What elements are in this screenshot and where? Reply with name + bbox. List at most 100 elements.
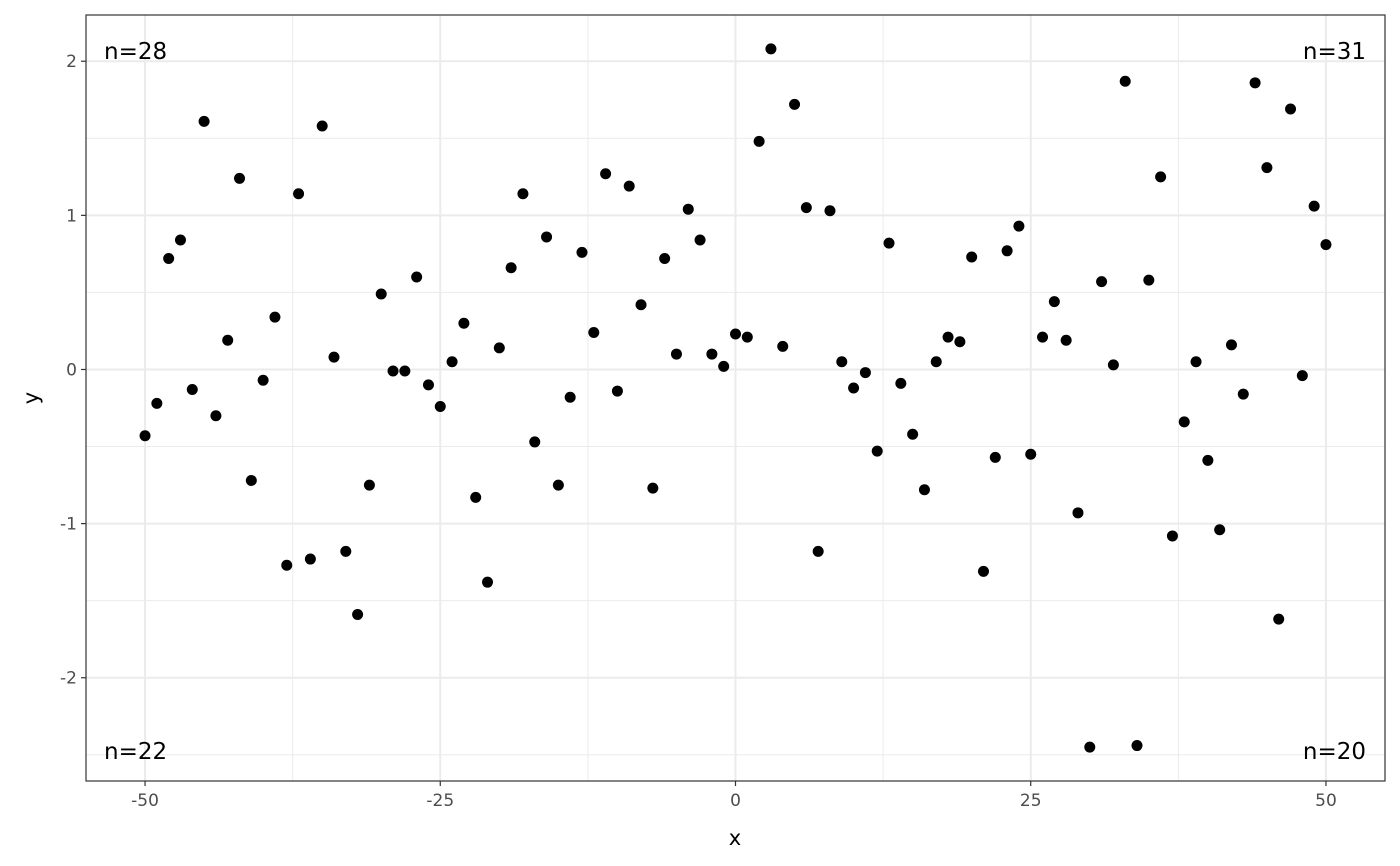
data-point bbox=[765, 43, 777, 55]
data-point bbox=[564, 391, 576, 403]
data-point bbox=[1096, 276, 1108, 288]
data-point bbox=[942, 331, 954, 343]
data-point bbox=[399, 365, 411, 377]
data-point bbox=[293, 188, 305, 200]
data-point bbox=[482, 576, 494, 588]
data-point bbox=[907, 428, 919, 440]
data-point bbox=[753, 135, 765, 147]
data-point bbox=[1001, 245, 1013, 257]
data-point bbox=[918, 484, 930, 496]
data-point bbox=[340, 545, 352, 557]
data-point bbox=[446, 356, 458, 368]
data-point bbox=[1166, 530, 1178, 542]
data-point bbox=[1249, 77, 1261, 89]
data-point bbox=[151, 397, 163, 409]
data-point bbox=[800, 202, 812, 214]
data-point bbox=[1296, 370, 1308, 382]
data-point bbox=[789, 98, 801, 110]
data-point bbox=[222, 334, 234, 346]
data-point bbox=[1202, 454, 1214, 466]
data-point bbox=[1190, 356, 1202, 368]
data-point bbox=[836, 356, 848, 368]
data-point bbox=[210, 410, 222, 422]
data-point bbox=[434, 400, 446, 412]
data-point bbox=[694, 234, 706, 246]
data-point bbox=[1225, 339, 1237, 351]
data-point bbox=[493, 342, 505, 354]
data-point bbox=[139, 430, 151, 442]
data-point bbox=[930, 356, 942, 368]
data-point bbox=[600, 168, 612, 180]
data-point bbox=[670, 348, 682, 360]
data-point bbox=[411, 271, 423, 283]
annotation-bottom-right: n=20 bbox=[1303, 739, 1366, 765]
data-point bbox=[529, 436, 541, 448]
y-tick-label: -2 bbox=[60, 669, 77, 689]
data-point bbox=[198, 115, 210, 127]
data-point bbox=[623, 180, 635, 192]
data-point bbox=[375, 288, 387, 300]
data-point bbox=[316, 120, 328, 132]
y-tick-label: 2 bbox=[66, 52, 77, 72]
data-point bbox=[977, 565, 989, 577]
x-axis: -50 -25 0 25 50 bbox=[131, 781, 1337, 811]
data-point bbox=[1025, 448, 1037, 460]
grid bbox=[86, 15, 1385, 781]
data-point bbox=[1037, 331, 1049, 343]
data-point bbox=[1143, 274, 1155, 286]
data-point bbox=[706, 348, 718, 360]
data-point bbox=[647, 482, 659, 494]
data-point bbox=[1131, 740, 1143, 752]
data-point bbox=[718, 360, 730, 372]
data-point bbox=[328, 351, 340, 363]
annotation-top-right: n=31 bbox=[1303, 39, 1366, 65]
data-point bbox=[422, 379, 434, 391]
data-point bbox=[505, 262, 517, 274]
data-point bbox=[954, 336, 966, 348]
x-tick-label: 25 bbox=[1020, 791, 1042, 811]
data-point bbox=[824, 205, 836, 217]
x-tick-label: 0 bbox=[730, 791, 741, 811]
data-point bbox=[234, 172, 246, 184]
data-point bbox=[163, 253, 175, 265]
data-point bbox=[1155, 171, 1167, 183]
x-tick-label: -25 bbox=[426, 791, 454, 811]
y-tick-label: -1 bbox=[60, 515, 77, 535]
data-point bbox=[883, 237, 895, 249]
data-point bbox=[1320, 239, 1332, 251]
data-point bbox=[470, 491, 482, 503]
data-point bbox=[611, 385, 623, 397]
data-point bbox=[1013, 220, 1025, 232]
data-point bbox=[352, 609, 364, 621]
data-point bbox=[659, 253, 671, 265]
data-point bbox=[741, 331, 753, 343]
data-point bbox=[552, 479, 564, 491]
data-point bbox=[1285, 103, 1297, 115]
data-point bbox=[174, 234, 186, 246]
data-point bbox=[517, 188, 529, 200]
data-point bbox=[895, 377, 907, 389]
points bbox=[139, 43, 1332, 753]
annotation-top-left: n=28 bbox=[104, 39, 167, 65]
data-point bbox=[1107, 359, 1119, 371]
data-point bbox=[1048, 296, 1060, 308]
data-point bbox=[588, 326, 600, 338]
data-point bbox=[304, 553, 316, 565]
data-point bbox=[257, 374, 269, 386]
data-point bbox=[1084, 741, 1096, 753]
data-point bbox=[966, 251, 978, 263]
data-point bbox=[281, 559, 293, 571]
data-point bbox=[848, 382, 860, 394]
data-point bbox=[859, 367, 871, 379]
data-point bbox=[1308, 200, 1320, 212]
data-point bbox=[1119, 75, 1131, 87]
data-point bbox=[186, 384, 198, 396]
y-tick-label: 1 bbox=[66, 206, 77, 226]
data-point bbox=[1214, 524, 1226, 536]
y-axis: -2 -1 0 1 2 bbox=[60, 52, 86, 689]
data-point bbox=[1237, 388, 1249, 400]
x-tick-label: -50 bbox=[131, 791, 159, 811]
data-point bbox=[458, 317, 470, 329]
data-point bbox=[871, 445, 883, 457]
